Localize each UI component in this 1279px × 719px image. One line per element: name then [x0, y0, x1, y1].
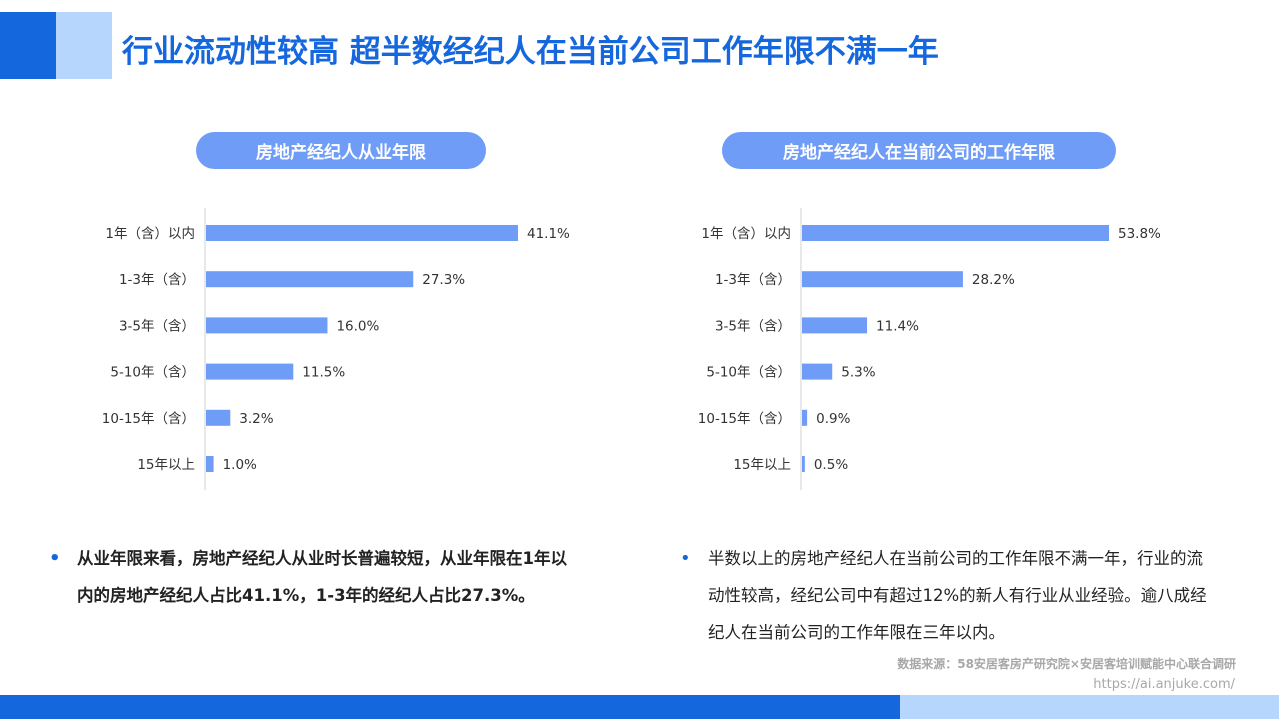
bar: [802, 409, 808, 426]
bar: [206, 271, 414, 288]
value-label: 16.0%: [336, 318, 379, 334]
bullet-dot: •: [49, 548, 61, 569]
data-source: 数据来源：58安居客房产研究院×安居客培训赋能中心联合调研: [897, 657, 1236, 671]
category-label: 1-3年（含）: [715, 272, 791, 288]
value-label: 5.3%: [841, 365, 875, 381]
value-label: 1.0%: [223, 457, 257, 473]
value-label: 11.4%: [876, 318, 919, 334]
value-label: 28.2%: [972, 272, 1015, 288]
bar: [802, 363, 833, 380]
bar: [206, 456, 214, 472]
category-label: 1年（含）以内: [701, 226, 791, 242]
value-label: 41.1%: [527, 226, 570, 242]
value-label: 53.8%: [1118, 226, 1161, 242]
bullet-text: 从业年限来看，房地产经纪人从业时长普遍较短，从业年限在1年以内的房地产经纪人占比…: [77, 549, 567, 605]
footer-bar-dark: [0, 695, 900, 719]
value-label: 0.5%: [814, 457, 848, 473]
bar-charts: 1年（含）以内 41.1% 1-3年（含） 27.3% 3-5年（含） 16.0% 5-10…: [102, 208, 1161, 490]
page-title: 行业流动性较高 超半数经纪人在当前公司工作年限不满一年: [122, 34, 939, 70]
bar: [206, 409, 231, 426]
value-label: 3.2%: [239, 411, 273, 427]
bar: [802, 271, 963, 288]
bar: [802, 225, 1109, 241]
bar: [206, 363, 294, 380]
decor-square-dark: [0, 12, 56, 79]
bar: [802, 317, 868, 334]
category-label: 3-5年（含）: [715, 318, 791, 334]
category-label: 10-15年（含）: [698, 411, 791, 427]
bullet-text: 半数以上的房地产经纪人在当前公司的工作年限不满一年，行业的流动性较高，经纪公司中…: [708, 549, 1207, 642]
category-label: 5-10年（含）: [706, 365, 791, 381]
category-label: 1-3年（含）: [119, 272, 195, 288]
bullet-left: • 从业年限来看，房地产经纪人从业时长普遍较短，从业年限在1年以内的房地产经纪人占…: [49, 540, 577, 614]
bar: [206, 317, 328, 334]
bar: [206, 225, 518, 241]
bar: [802, 456, 805, 472]
value-label: 0.9%: [816, 411, 850, 427]
value-label: 27.3%: [422, 272, 465, 288]
chart-title-right: 房地产经纪人在当前公司的工作年限: [722, 132, 1116, 169]
chart-title-left: 房地产经纪人从业年限: [196, 132, 486, 169]
bullet-dot: •: [680, 548, 691, 569]
bullet-right: • 半数以上的房地产经纪人在当前公司的工作年限不满一年，行业的流动性较高，经纪公司…: [680, 540, 1208, 651]
category-label: 1年（含）以内: [105, 226, 195, 242]
footer-bar-light: [900, 695, 1279, 719]
source-url: https://ai.anjuke.com/: [1093, 677, 1235, 692]
category-label: 5-10年（含）: [110, 365, 195, 381]
decor-square-light: [56, 12, 112, 79]
category-label: 3-5年（含）: [119, 318, 195, 334]
category-label: 15年以上: [137, 457, 195, 473]
value-label: 11.5%: [302, 365, 345, 381]
category-label: 15年以上: [733, 457, 791, 473]
category-label: 10-15年（含）: [102, 411, 195, 427]
